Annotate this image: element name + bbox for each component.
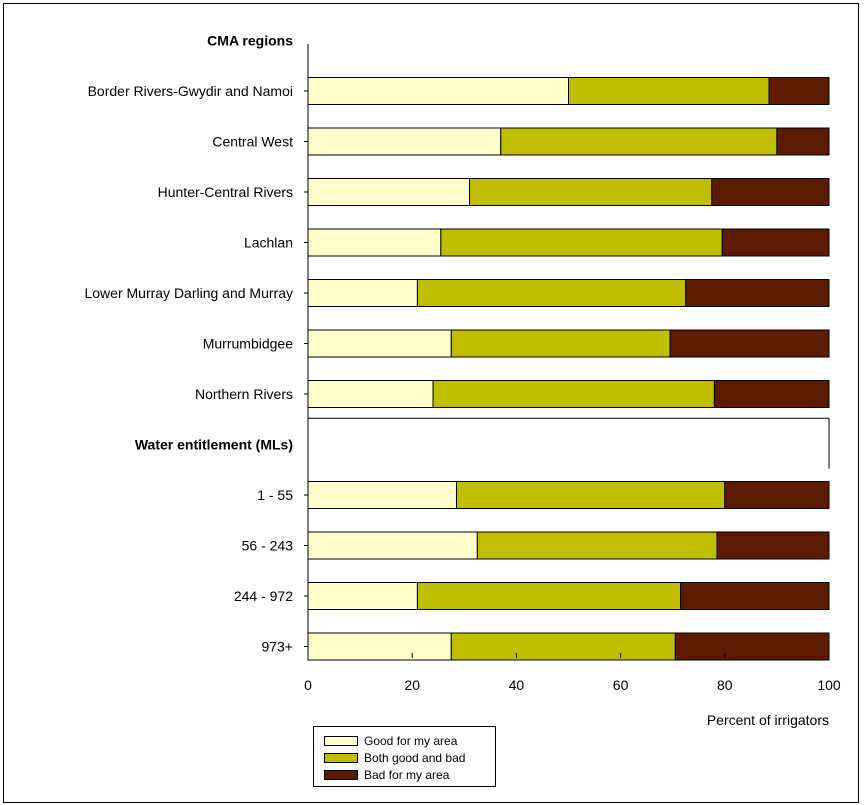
bar-segment: [440, 228, 723, 257]
bar-segment: [568, 77, 770, 105]
category-label: Lachlan: [244, 235, 293, 251]
bar-segment: [450, 329, 671, 358]
bar-segment: [307, 279, 418, 307]
group-heading: CMA regions: [207, 33, 293, 49]
bar-segment: [307, 228, 442, 257]
bar-segment: [669, 329, 830, 358]
bar-segment: [307, 632, 452, 661]
bar-segment: [307, 531, 478, 560]
bar-segment: [716, 531, 830, 560]
x-axis-label: Percent of irrigators: [707, 712, 829, 728]
bar-segment: [307, 77, 569, 105]
bar-segment: [674, 632, 830, 661]
legend-item-bad: Bad for my area: [324, 766, 495, 783]
category-label: Border Rivers-Gwydir and Namoi: [88, 83, 293, 99]
x-tick-label: 80: [717, 677, 733, 693]
bar-segment: [307, 329, 452, 358]
category-label: Northern Rivers: [195, 386, 293, 402]
bar-segment: [713, 380, 830, 408]
legend-label-good: Good for my area: [364, 733, 458, 748]
x-tick-label: 0: [304, 677, 312, 693]
bar-segment: [469, 178, 713, 206]
bar-segment: [680, 582, 830, 610]
x-tick-label: 60: [613, 677, 629, 693]
bar-segment: [307, 127, 502, 156]
bar-segment: [685, 279, 830, 307]
x-tick-label: 100: [817, 677, 841, 693]
bar-segment: [307, 582, 418, 610]
legend-item-both: Both good and bad: [324, 749, 495, 766]
legend-label-bad: Bad for my area: [364, 767, 450, 782]
bar-segment: [416, 279, 687, 307]
bar-segment: [450, 632, 676, 661]
bar-segment: [416, 582, 682, 610]
x-tick-label: 40: [509, 677, 525, 693]
category-label: 56 - 243: [242, 538, 294, 554]
category-label: 244 - 972: [234, 588, 293, 604]
bar-segment: [776, 127, 830, 156]
bar-segment: [307, 178, 471, 206]
category-label: Hunter-Central Rivers: [158, 184, 293, 200]
bar-segment: [307, 380, 434, 408]
bar-segment: [768, 77, 830, 105]
bar-segment: [724, 481, 830, 509]
legend-swatch-bad: [324, 769, 358, 780]
category-label: Lower Murray Darling and Murray: [84, 285, 293, 301]
bar-segment: [721, 228, 830, 257]
bar-segment: [500, 127, 778, 156]
chart-legend: Good for my area Both good and bad Bad f…: [313, 726, 496, 787]
bar-segment: [432, 380, 715, 408]
bar-segment: [711, 178, 830, 206]
legend-label-both: Both good and bad: [364, 750, 466, 765]
legend-swatch-both: [324, 752, 358, 763]
x-tick-label: 20: [404, 677, 420, 693]
group-heading: Water entitlement (MLs): [135, 437, 293, 453]
category-label: Central West: [212, 134, 293, 150]
category-label: 1 - 55: [257, 487, 293, 503]
category-label: 973+: [261, 639, 293, 655]
bar-segment: [476, 531, 718, 560]
bar-segment: [307, 481, 457, 509]
legend-swatch-good: [324, 735, 358, 746]
bar-segment: [455, 481, 726, 509]
legend-item-good: Good for my area: [324, 732, 495, 749]
category-label: Murrumbidgee: [203, 336, 293, 352]
